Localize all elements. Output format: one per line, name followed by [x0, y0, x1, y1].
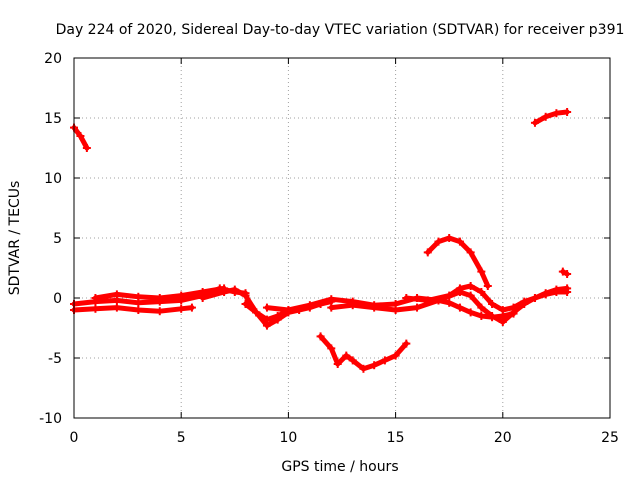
- chart-title: Day 224 of 2020, Sidereal Day-to-day VTE…: [56, 22, 625, 38]
- data-point: [498, 318, 507, 326]
- data-point: [348, 301, 357, 310]
- data-point: [558, 267, 567, 276]
- data-point: [252, 308, 261, 317]
- data-point: [273, 315, 282, 324]
- data-point: [327, 295, 336, 304]
- x-tick-label: 5: [177, 430, 186, 446]
- data-point: [76, 132, 85, 140]
- data-point: [327, 344, 336, 353]
- data-point: [402, 294, 411, 302]
- x-tick-label: 0: [70, 430, 79, 446]
- data-point: [498, 306, 507, 314]
- x-tick-label: 15: [387, 430, 405, 446]
- data-point: [541, 112, 550, 121]
- data-point: [359, 364, 368, 373]
- data-point: [134, 306, 143, 314]
- data-point: [112, 303, 121, 312]
- data-point: [333, 360, 342, 368]
- series-arc-10: [318, 333, 409, 372]
- data-point: [391, 306, 400, 314]
- data-point: [563, 284, 572, 293]
- data-point: [509, 303, 518, 312]
- data-point: [327, 303, 336, 312]
- data-point: [112, 290, 121, 299]
- data-point: [284, 306, 293, 314]
- data-point: [455, 303, 464, 312]
- data-point: [305, 301, 314, 310]
- data-point: [262, 303, 271, 312]
- data-point: [477, 303, 486, 312]
- data-point: [91, 304, 100, 313]
- data-point: [423, 248, 432, 257]
- data-point: [520, 297, 529, 306]
- data-point: [134, 292, 143, 301]
- data-point: [445, 298, 454, 307]
- y-tick-label: 0: [53, 291, 62, 307]
- data-point: [155, 307, 164, 316]
- data-point: [488, 300, 497, 308]
- y-axis-label: SDTVAR / TECUs: [7, 181, 23, 296]
- x-tick-label: 25: [601, 430, 619, 446]
- data-point: [466, 291, 475, 300]
- data-point: [445, 291, 454, 300]
- series-layer: [70, 108, 572, 373]
- y-tick-label: 15: [44, 111, 62, 127]
- data-point: [241, 300, 250, 308]
- data-point: [466, 308, 475, 317]
- y-tick-label: -5: [48, 351, 62, 367]
- data-point: [552, 285, 561, 294]
- data-point: [91, 294, 100, 302]
- data-point: [220, 288, 229, 296]
- data-point: [488, 312, 497, 320]
- y-tick-label: 10: [44, 171, 62, 187]
- data-point: [241, 291, 250, 300]
- data-point: [370, 303, 379, 312]
- grid-layer: [74, 58, 610, 418]
- series-arc-12: [532, 109, 570, 126]
- data-point: [477, 267, 486, 276]
- x-tick-label: 10: [279, 430, 297, 446]
- data-point: [483, 282, 492, 290]
- data-point: [434, 237, 443, 246]
- data-point: [477, 288, 486, 296]
- data-point: [541, 289, 550, 298]
- data-point: [455, 284, 464, 293]
- data-point: [477, 312, 486, 320]
- y-tick-label: 5: [53, 231, 62, 247]
- data-point: [380, 356, 389, 365]
- data-point: [262, 321, 271, 330]
- data-point: [466, 248, 475, 257]
- series-arc-11: [425, 235, 491, 289]
- data-point: [391, 351, 400, 360]
- data-point: [530, 118, 539, 127]
- data-point: [316, 332, 325, 341]
- data-point: [445, 234, 454, 242]
- data-point: [455, 237, 464, 246]
- data-point: [342, 351, 351, 360]
- data-point: [155, 294, 164, 302]
- data-point: [177, 291, 186, 300]
- data-point: [198, 294, 207, 302]
- data-point: [187, 303, 196, 312]
- data-point: [423, 296, 432, 305]
- data-point: [552, 109, 561, 118]
- data-point: [413, 303, 422, 312]
- data-point: [370, 361, 379, 370]
- data-point: [563, 270, 572, 278]
- data-point: [348, 356, 357, 365]
- y-tick-label: -10: [39, 411, 62, 427]
- tick-layer: 0 5 10 15 20 25 -10 -5 0 5 10 15 20: [39, 51, 619, 446]
- data-point: [563, 108, 572, 116]
- data-point: [402, 339, 411, 348]
- y-tick-label: 20: [44, 51, 62, 67]
- data-point: [466, 282, 475, 290]
- x-axis-label: GPS time / hours: [281, 459, 398, 475]
- data-point: [230, 285, 239, 294]
- x-tick-label: 20: [494, 430, 512, 446]
- data-point: [177, 304, 186, 313]
- data-point: [530, 294, 539, 302]
- data-point: [82, 144, 91, 152]
